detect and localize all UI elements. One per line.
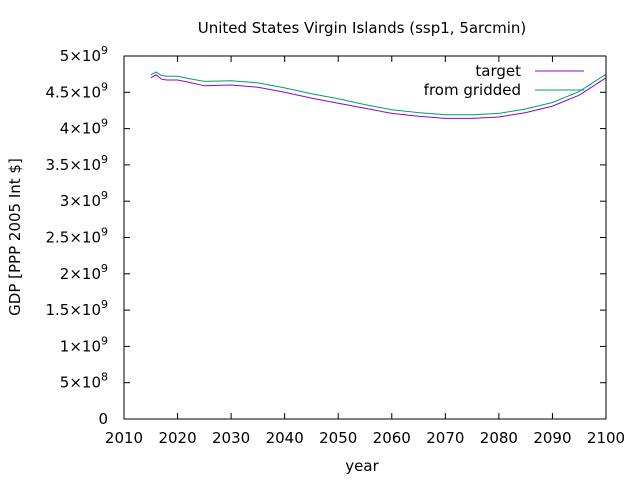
y-tick-mantissa: 4.5×10 — [45, 83, 101, 101]
y-tick-exponent: 9 — [101, 153, 108, 166]
y-axis-label: GDP [PPP 2005 Int $] — [6, 158, 24, 316]
x-axis-label: year — [345, 457, 379, 475]
legend-label: target — [475, 62, 521, 80]
y-tick-mantissa: 3×10 — [60, 192, 101, 210]
x-tick-label: 2100 — [587, 429, 625, 447]
y-tick-label: 3×109 — [60, 189, 108, 210]
x-tick-label: 2030 — [212, 429, 250, 447]
y-tick-label: 5×109 — [60, 44, 108, 65]
y-tick-mantissa: 5×10 — [60, 374, 101, 392]
y-tick-exponent: 9 — [101, 80, 108, 93]
y-tick-exponent: 9 — [101, 44, 108, 57]
plot-frame — [123, 55, 607, 420]
y-tick-mantissa: 3.5×10 — [45, 156, 101, 174]
y-tick-label: 1.5×109 — [45, 298, 108, 319]
y-tick-label: 4.5×109 — [45, 80, 108, 101]
y-tick-exponent: 9 — [101, 298, 108, 311]
series-line-1 — [150, 71, 607, 116]
y-tick-mantissa: 1×10 — [60, 337, 101, 355]
y-tick-label: 0 — [98, 410, 108, 428]
y-tick-exponent: 8 — [101, 371, 108, 384]
y-tick-exponent: 9 — [101, 226, 108, 239]
y-tick-label: 3.5×109 — [45, 153, 108, 174]
x-tick-label: 2020 — [158, 429, 196, 447]
axis-ticks: 2010 2020 2030 2040 2050 2060 2070 2080 2090 2100… — [45, 44, 625, 447]
y-tick-mantissa: 0 — [98, 410, 108, 428]
chart-title: United States Virgin Islands (ssp1, 5arc… — [198, 19, 527, 37]
y-tick-exponent: 9 — [101, 189, 108, 202]
x-tick-label: 2070 — [426, 429, 464, 447]
x-tick-label: 2040 — [266, 429, 304, 447]
y-tick-label: 4×109 — [60, 117, 108, 138]
y-tick-exponent: 9 — [101, 334, 108, 347]
y-tick-label: 2.5×109 — [45, 226, 108, 247]
x-tick-label: 2050 — [319, 429, 357, 447]
y-tick-label: 5×108 — [60, 371, 108, 392]
x-tick-label: 2060 — [373, 429, 411, 447]
plot-lines — [150, 71, 607, 119]
y-tick-mantissa: 2.5×10 — [45, 229, 101, 247]
x-tick-label: 2090 — [533, 429, 571, 447]
legend-label: from gridded — [424, 81, 521, 99]
y-tick-label: 2×109 — [60, 262, 108, 283]
x-tick-label: 2080 — [480, 429, 518, 447]
y-tick-mantissa: 2×10 — [60, 265, 101, 283]
x-tick-label: 2010 — [105, 429, 143, 447]
y-tick-mantissa: 4×10 — [60, 120, 101, 138]
y-tick-exponent: 9 — [101, 262, 108, 275]
y-tick-mantissa: 1.5×10 — [45, 301, 101, 319]
series-line-0 — [150, 74, 607, 119]
y-tick-label: 1×109 — [60, 334, 108, 355]
y-tick-mantissa: 5×10 — [60, 47, 101, 65]
y-tick-exponent: 9 — [101, 117, 108, 130]
